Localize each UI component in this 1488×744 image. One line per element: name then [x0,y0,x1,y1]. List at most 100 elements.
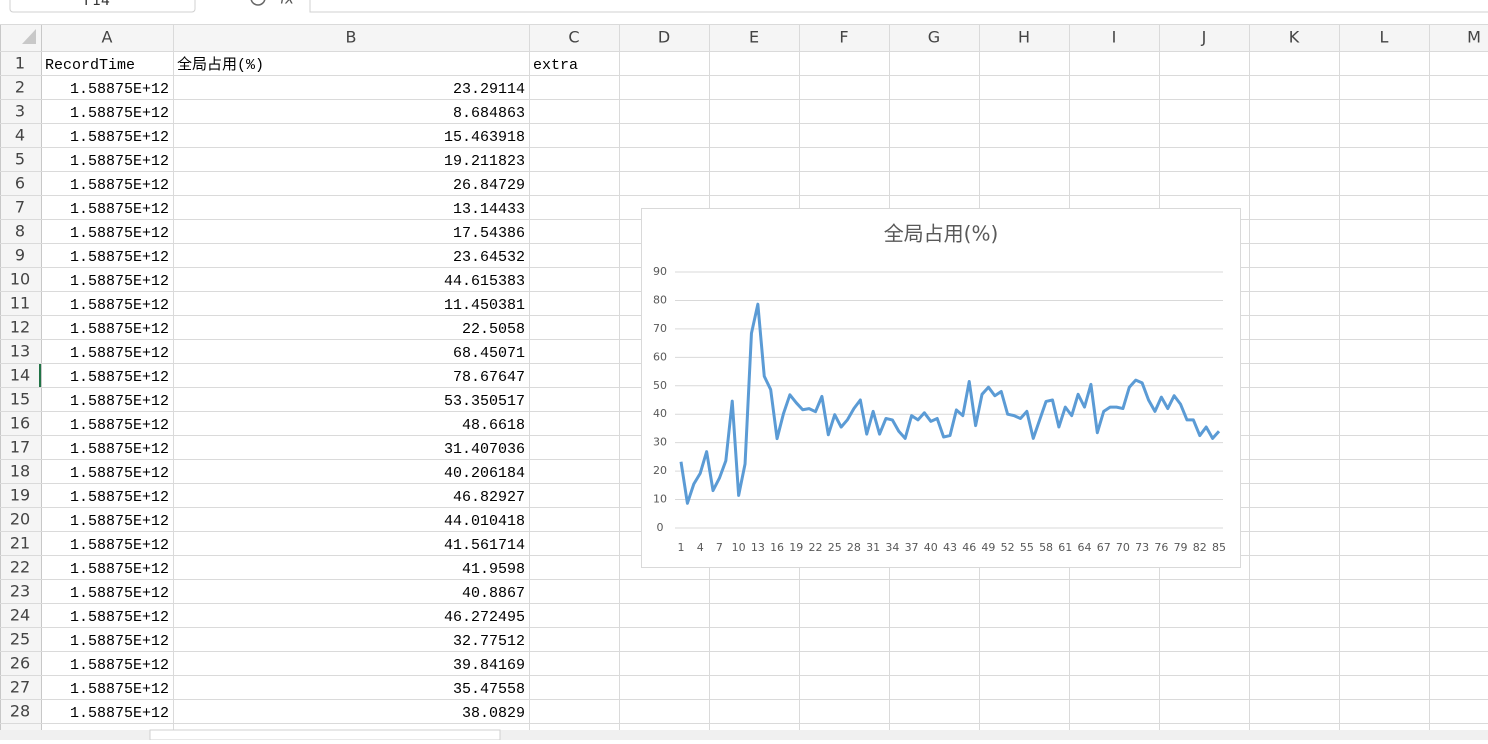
row-number[interactable]: 15 [10,390,30,409]
cell[interactable]: 1.58875E+12 [70,609,169,626]
cell[interactable]: 13.14433 [453,201,525,218]
cell[interactable]: 1.58875E+12 [70,657,169,674]
column-header[interactable]: G [928,28,940,47]
row-number[interactable]: 3 [15,102,25,121]
cell[interactable]: 1.58875E+12 [70,537,169,554]
row-number[interactable]: 9 [15,246,25,265]
cell[interactable]: 1.58875E+12 [70,705,169,722]
row-number[interactable]: 17 [10,438,30,457]
cell[interactable]: 1.58875E+12 [70,393,169,410]
cell[interactable]: 1.58875E+12 [70,441,169,458]
cell[interactable]: 1.58875E+12 [70,201,169,218]
cell[interactable]: 41.9598 [462,561,525,578]
row-number[interactable]: 28 [10,702,30,721]
cell[interactable]: 35.47558 [453,681,525,698]
column-header[interactable]: L [1380,28,1389,47]
row-number[interactable]: 18 [10,462,30,481]
row-number[interactable]: 2 [15,78,25,97]
cell[interactable]: 1.58875E+12 [70,633,169,650]
cell[interactable]: 1.58875E+12 [70,681,169,698]
cell[interactable]: 15.463918 [444,129,525,146]
row-number[interactable]: 19 [10,486,30,505]
cell[interactable]: 46.272495 [444,609,525,626]
cell[interactable]: 1.58875E+12 [70,81,169,98]
cell[interactable]: 1.58875E+12 [70,369,169,386]
cell[interactable]: 40.8867 [462,585,525,602]
cell[interactable]: 1.58875E+12 [70,177,169,194]
cell[interactable]: 1.58875E+12 [70,321,169,338]
row-number[interactable]: 11 [10,294,30,313]
cell[interactable]: 53.350517 [444,393,525,410]
cell[interactable]: 1.58875E+12 [70,105,169,122]
cell[interactable]: 1.58875E+12 [70,489,169,506]
cell[interactable]: 22.5058 [462,321,525,338]
row-number[interactable]: 12 [10,318,30,337]
cell[interactable]: RecordTime [45,57,135,74]
cell[interactable]: 40.206184 [444,465,525,482]
column-header[interactable]: A [102,28,113,47]
column-header[interactable]: B [346,28,357,47]
cell[interactable]: 31.407036 [444,441,525,458]
row-number[interactable]: 24 [10,606,30,625]
cell[interactable]: 17.54386 [453,225,525,242]
cell[interactable]: 1.58875E+12 [70,561,169,578]
cell[interactable]: 1.58875E+12 [70,465,169,482]
column-header[interactable]: I [1112,28,1117,47]
cell[interactable]: 1.58875E+12 [70,513,169,530]
cell[interactable]: 44.010418 [444,513,525,530]
row-number[interactable]: 1 [15,54,25,73]
cell[interactable]: 78.67647 [453,369,525,386]
formula-bar[interactable] [309,0,1488,13]
column-header[interactable]: C [568,28,579,47]
row-number[interactable]: 10 [10,270,30,289]
row-number[interactable]: 25 [10,630,30,649]
cell[interactable]: 1.58875E+12 [70,297,169,314]
row-number[interactable]: 22 [10,558,30,577]
cell[interactable]: 39.84169 [453,657,525,674]
cell[interactable]: 23.29114 [453,81,525,98]
row-number[interactable]: 8 [15,222,25,241]
row-number[interactable]: 13 [10,342,30,361]
row-number[interactable]: 14 [10,366,30,385]
sheet-tab[interactable] [149,729,501,741]
column-header[interactable]: K [1289,28,1300,47]
cell[interactable]: 23.64532 [453,249,525,266]
cell[interactable]: 68.45071 [453,345,525,362]
cell[interactable]: 1.58875E+12 [70,129,169,146]
cell[interactable]: 全局占用(%) [177,55,264,74]
column-header[interactable]: F [839,28,848,47]
cell[interactable]: 1.58875E+12 [70,273,169,290]
column-header[interactable]: J [1201,28,1207,47]
row-number[interactable]: 5 [15,150,25,169]
cell[interactable]: 44.615383 [444,273,525,290]
cell[interactable]: 46.82927 [453,489,525,506]
cell[interactable]: 1.58875E+12 [70,249,169,266]
cell[interactable]: 1.58875E+12 [70,345,169,362]
name-box[interactable] [9,0,196,13]
cell[interactable]: extra [533,57,578,74]
row-number[interactable]: 20 [10,510,30,529]
cell[interactable]: 1.58875E+12 [70,225,169,242]
zoom-icon[interactable] [250,0,266,6]
cell[interactable]: 1.58875E+12 [70,153,169,170]
cell[interactable]: 11.450381 [444,297,525,314]
cell[interactable]: 8.684863 [453,105,525,122]
row-number[interactable]: 4 [15,126,25,145]
column-header[interactable]: M [1467,28,1481,47]
select-all[interactable] [22,29,36,44]
row-number[interactable]: 23 [10,582,30,601]
row-number[interactable]: 7 [15,198,25,217]
cell[interactable]: 38.0829 [462,705,525,722]
column-header[interactable]: D [658,28,670,47]
row-number[interactable]: 26 [10,654,30,673]
column-header[interactable]: E [749,28,759,47]
cell[interactable]: 19.211823 [444,153,525,170]
row-number[interactable]: 6 [15,174,25,193]
cell[interactable]: 1.58875E+12 [70,417,169,434]
cell[interactable]: 1.58875E+12 [70,585,169,602]
row-number[interactable]: 21 [10,534,30,553]
cell[interactable]: 41.561714 [444,537,525,554]
row-number[interactable]: 16 [10,414,30,433]
cell[interactable]: 48.6618 [462,417,525,434]
cell[interactable]: 32.77512 [453,633,525,650]
